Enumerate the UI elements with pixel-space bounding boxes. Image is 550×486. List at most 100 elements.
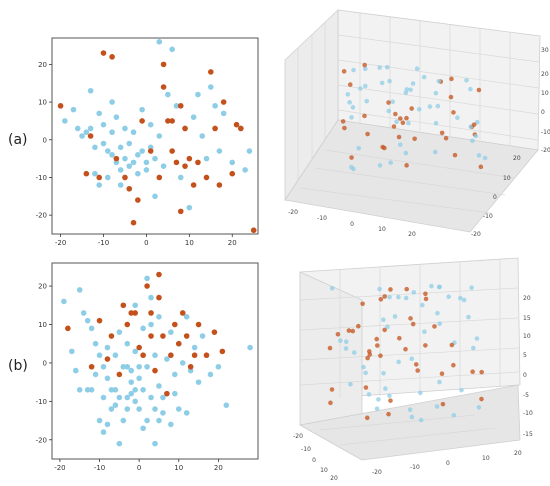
b2d-point-light xyxy=(168,421,174,428)
a2d-point-light xyxy=(147,121,154,128)
b3d-point-dark xyxy=(413,362,419,367)
b3d-point-dark xyxy=(375,343,380,348)
b2d-point-light xyxy=(104,375,111,382)
b2d-point-light xyxy=(96,352,103,359)
a3d-point-light xyxy=(427,104,433,109)
a2d-point-light xyxy=(139,148,145,154)
a2d-point-dark xyxy=(87,133,94,139)
b2d-point-dark xyxy=(183,333,190,339)
b3d-point-dark xyxy=(415,368,420,373)
a2d-point-dark xyxy=(250,227,257,234)
b3d-point-light xyxy=(446,294,452,300)
b3d-x-tick-label: -10 xyxy=(301,446,311,453)
a3d-point-dark xyxy=(478,164,484,170)
a2d-point-light xyxy=(113,114,120,120)
b3d-z-tick-label: 5 xyxy=(523,352,527,359)
b3d-z-tick-label: -10 xyxy=(523,410,533,417)
a2d-point-dark xyxy=(57,103,64,109)
a2d-point-dark xyxy=(207,69,214,75)
a3d-x-tick-label: -10 xyxy=(317,215,327,222)
b3d-point-dark xyxy=(350,328,356,334)
a3d-point-dark xyxy=(382,145,387,151)
a2d-point-light xyxy=(109,99,115,105)
b3d-point-dark xyxy=(388,398,393,403)
a3d-grid-line xyxy=(337,109,539,141)
b2d-point-dark xyxy=(104,356,111,362)
b3d-point-light xyxy=(409,414,415,420)
b2d-point-dark xyxy=(168,352,174,359)
a3d-grid-line xyxy=(337,59,540,89)
a3d-point-dark xyxy=(452,152,458,158)
a2d-point-light xyxy=(156,38,163,45)
b3d-point-light xyxy=(422,329,427,335)
a3d-point-light xyxy=(432,149,438,155)
a2d-point-dark xyxy=(182,125,188,132)
b2d-point-light xyxy=(128,390,135,397)
a3d-x-tick-label: 10 xyxy=(378,226,386,233)
a3d-grid-line xyxy=(314,167,506,196)
a2d-point-dark xyxy=(203,174,210,181)
a3d-point-light xyxy=(386,108,392,114)
a3d-point-light xyxy=(414,66,420,71)
b3d-point-light xyxy=(381,370,386,376)
a3d-grid-line xyxy=(337,34,540,63)
b3d-x-tick-label: -20 xyxy=(293,433,303,440)
b2d-point-dark xyxy=(120,302,127,309)
b3d-point-dark xyxy=(367,349,372,354)
b2d-point-light xyxy=(140,425,146,432)
a2d-point-light xyxy=(216,148,223,154)
b2d-point-light xyxy=(124,394,131,401)
a2d-point-light xyxy=(242,167,248,173)
a2d-point-light xyxy=(173,103,180,109)
b3d-point-light xyxy=(437,321,443,326)
b2d-y-tick-label: -10 xyxy=(36,398,47,406)
b3d-point-light xyxy=(338,338,343,343)
a3d-point-light xyxy=(436,78,442,84)
a3d-point-dark xyxy=(341,69,347,74)
a3d-point-light xyxy=(403,150,409,156)
b3d-y-tick-label: -10 xyxy=(410,464,420,471)
b2d-point-dark xyxy=(164,390,170,397)
b3d-point-light xyxy=(409,356,415,362)
a2d-point-dark xyxy=(122,174,128,181)
a2d-point-dark xyxy=(160,61,167,68)
b3d-point-light xyxy=(437,379,442,385)
b3d-point-dark xyxy=(378,353,383,359)
b3d-grid-line xyxy=(299,317,519,331)
b2d-point-light xyxy=(116,394,123,401)
b3d-point-dark xyxy=(432,324,437,329)
b3d-y-tick-label: 0 xyxy=(446,460,450,467)
b3d-point-light xyxy=(363,370,368,376)
b3d-point-dark xyxy=(449,342,455,348)
b2d-point-light xyxy=(132,302,138,309)
b2d-point-light xyxy=(88,387,95,393)
a3d-y-tick-label: 10 xyxy=(503,175,511,182)
a3d-z-tick-label: 30 xyxy=(541,47,549,54)
b3d-point-light xyxy=(459,387,464,393)
panel-label-b: (b) xyxy=(8,358,28,374)
b3d-point-dark xyxy=(382,294,387,299)
a2d-point-dark xyxy=(113,155,120,162)
b2d-point-dark xyxy=(187,363,194,370)
b3d-point-light xyxy=(385,324,390,330)
b2d-point-light xyxy=(124,340,131,347)
b2d-point-light xyxy=(187,367,194,374)
b2d-plot-frame xyxy=(51,262,259,460)
b2d-y-tick-label: -20 xyxy=(36,436,47,444)
a3d-point-light xyxy=(433,120,439,126)
a2d-point-light xyxy=(104,174,111,181)
b3d-z-tick-label: -15 xyxy=(523,431,533,438)
a3d-point-dark xyxy=(398,116,403,121)
b3d-point-light xyxy=(434,404,440,409)
b3d-point-light xyxy=(407,407,413,412)
a3d-point-dark xyxy=(439,130,445,136)
a3d-point-dark xyxy=(362,62,367,68)
a3d-point-light xyxy=(435,103,441,109)
a2d-point-light xyxy=(83,129,90,136)
b3d-point-light xyxy=(381,317,386,323)
a2d-point-light xyxy=(169,46,175,53)
b3d-point-light xyxy=(387,393,392,399)
a2d-point-dark xyxy=(177,103,184,109)
b2d-point-light xyxy=(199,333,206,339)
